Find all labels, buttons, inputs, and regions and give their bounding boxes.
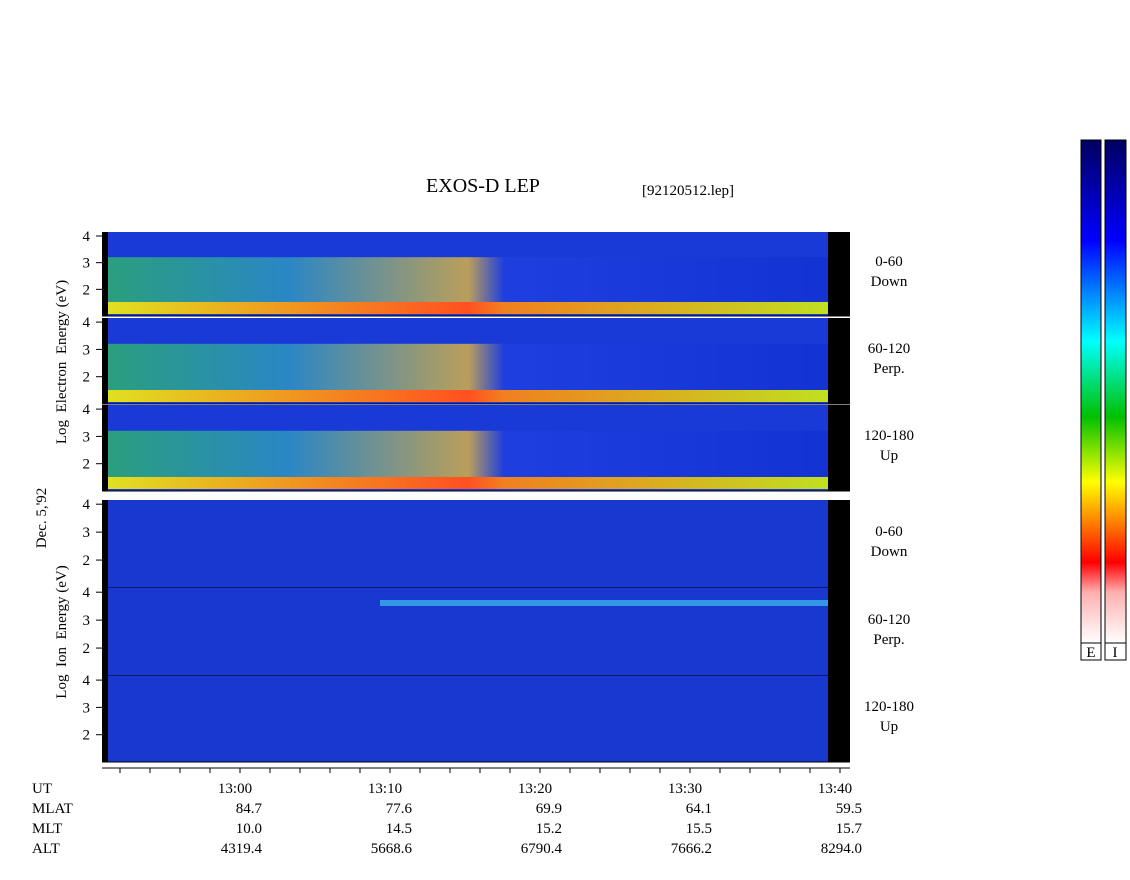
y-tick-label: 2 — [83, 457, 91, 473]
panel-direction: Down — [871, 274, 908, 290]
row-value: 69.9 — [536, 801, 562, 817]
panel-range: 0-60 — [875, 524, 903, 540]
panel-range: 60-120 — [868, 612, 911, 628]
row-value: 14.5 — [386, 821, 412, 837]
row-value: 13:30 — [668, 781, 702, 797]
row-value: 5668.6 — [371, 841, 413, 857]
colorbar — [1080, 139, 1102, 644]
panel-edge — [102, 405, 108, 491]
panel-edge — [828, 676, 850, 762]
y-tick-label: 2 — [83, 728, 91, 744]
panel-band — [108, 257, 828, 308]
panel-direction: Perp. — [873, 632, 904, 648]
panel-direction: Perp. — [873, 361, 904, 377]
file-name: [92120512.lep] — [642, 183, 734, 199]
panel-range: 120-180 — [864, 699, 914, 715]
panel-edge — [102, 318, 108, 404]
panel-direction: Up — [880, 448, 898, 464]
row-value: 13:20 — [518, 781, 552, 797]
row-value: 13:10 — [368, 781, 402, 797]
row-label: UT — [32, 781, 52, 797]
row-label: MLAT — [32, 801, 73, 817]
row-value: 15.7 — [836, 821, 863, 837]
panel-band — [108, 477, 828, 489]
y-tick-label: 3 — [83, 342, 91, 358]
y-tick-label: 2 — [83, 641, 91, 657]
panel-edge — [102, 676, 108, 762]
panel-bg — [102, 500, 850, 588]
row-value: 15.2 — [536, 821, 562, 837]
row-value: 4319.4 — [221, 841, 263, 857]
y-tick-label: 4 — [83, 229, 91, 245]
row-value: 13:40 — [818, 781, 852, 797]
panel-direction: Down — [871, 544, 908, 560]
colorbar-label: I — [1113, 645, 1118, 661]
title: EXOS-D LEP — [426, 175, 540, 197]
panel-edge — [102, 588, 108, 676]
panel-band — [108, 343, 828, 396]
panel-band — [108, 302, 828, 314]
colorbar-box — [1080, 642, 1102, 661]
row-label: ALT — [32, 841, 60, 857]
y-tick-label: 2 — [83, 282, 91, 298]
row-value: 6790.4 — [521, 841, 563, 857]
row-value: 8294.0 — [821, 841, 862, 857]
spectrogram — [102, 232, 850, 763]
panel-range: 60-120 — [868, 341, 911, 357]
row-value: 77.6 — [386, 801, 413, 817]
panel-edge — [828, 318, 850, 404]
colorbar — [1104, 139, 1127, 644]
y-tick-label: 4 — [83, 497, 91, 513]
panel-range: 120-180 — [864, 428, 914, 444]
row-value: 13:00 — [218, 781, 252, 797]
ion-axis-label: Log Ion Energy (eV) — [54, 565, 70, 698]
y-tick-label: 3 — [83, 613, 91, 629]
row-value: 84.7 — [236, 801, 263, 817]
panel-band — [108, 430, 828, 483]
y-tick-label: 4 — [83, 585, 91, 601]
y-tick-label: 2 — [83, 370, 91, 386]
date: Dec. 5,'92 — [34, 488, 50, 549]
y-tick-label: 3 — [83, 256, 91, 272]
panel-direction: Up — [880, 719, 898, 735]
electron-axis-label: Log Electron Energy (eV) — [54, 280, 70, 444]
panel-edge — [102, 232, 108, 316]
row-value: 64.1 — [686, 801, 712, 817]
row-label: MLT — [32, 821, 62, 837]
panel-band — [380, 600, 830, 606]
panel-edge — [828, 500, 850, 588]
colorbar-box — [1104, 642, 1127, 661]
row-value: 15.5 — [686, 821, 712, 837]
panel-bg — [102, 676, 850, 762]
panel-edge — [828, 232, 850, 316]
row-value: 10.0 — [236, 821, 262, 837]
panel-edge — [828, 588, 850, 676]
colorbar-label: E — [1086, 645, 1095, 661]
y-tick-label: 3 — [83, 429, 91, 445]
row-value: 7666.2 — [671, 841, 712, 857]
panel-band — [108, 390, 828, 402]
y-tick-label: 3 — [83, 525, 91, 541]
y-tick-label: 4 — [83, 402, 91, 418]
panel-edge — [102, 500, 108, 588]
panel-range: 0-60 — [875, 254, 903, 270]
y-tick-label: 3 — [83, 700, 91, 716]
y-tick-label: 2 — [83, 553, 91, 569]
row-value: 59.5 — [836, 801, 862, 817]
y-tick-label: 4 — [83, 315, 91, 331]
y-tick-label: 4 — [83, 673, 91, 689]
panel-edge — [828, 405, 850, 491]
